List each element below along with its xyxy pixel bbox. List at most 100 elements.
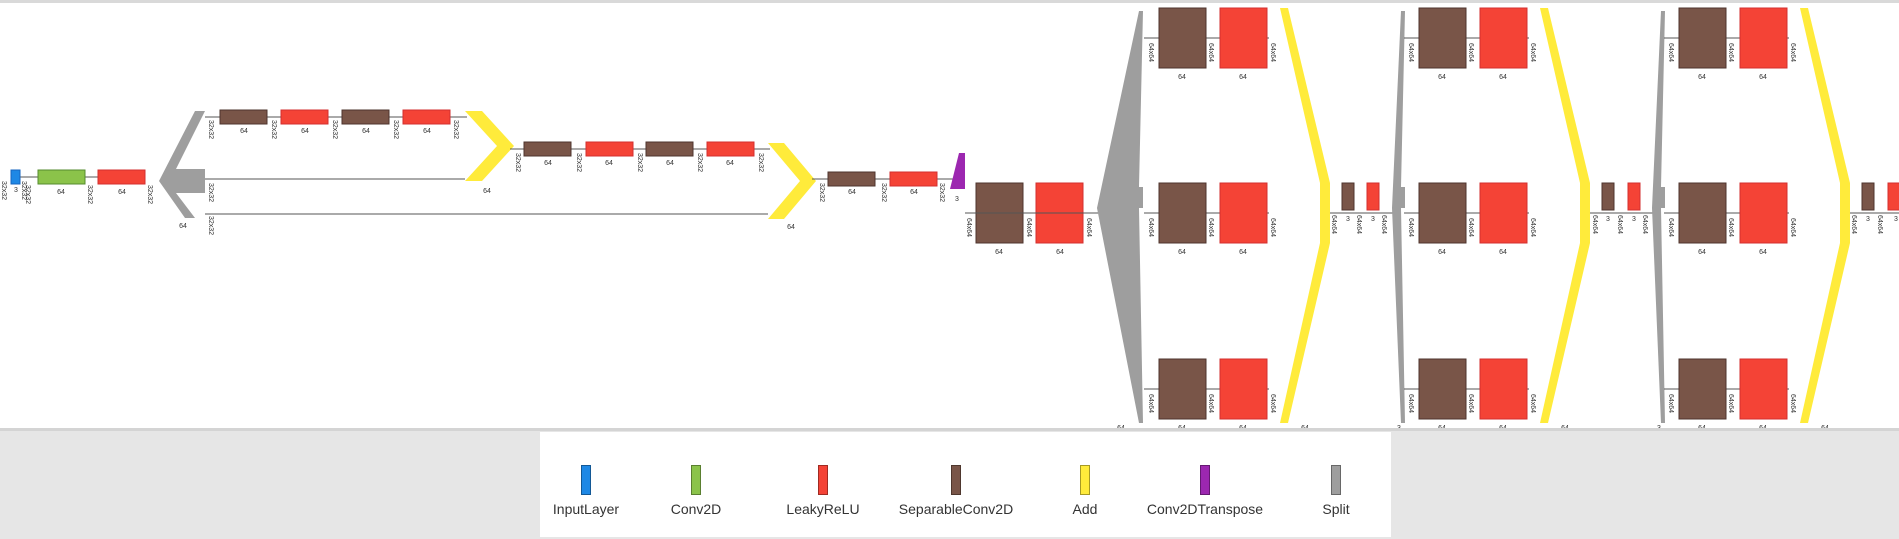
shape-label: 64x64: [1616, 215, 1623, 234]
conv2d-layer-block: [37, 169, 86, 185]
shape-label: 64x64: [1529, 394, 1536, 413]
shape-label: 32x32: [392, 120, 399, 139]
layer-label: 64: [1178, 249, 1186, 256]
legend-item-add: Add: [1025, 465, 1145, 517]
layer-label: 64: [1438, 74, 1446, 81]
layer-label: 64: [1698, 74, 1706, 81]
layer-label: 64: [1301, 425, 1309, 428]
layer-label: 64: [666, 160, 674, 167]
split-layer-block: [1652, 11, 1665, 423]
leakyrelu-layer-block: [1887, 182, 1899, 211]
legend-label: Split: [1322, 501, 1350, 517]
layer-label: 64: [910, 189, 918, 196]
shape-label: 32x32: [0, 181, 7, 200]
legend-item-split: Split: [1276, 465, 1396, 517]
separableconv2d-layer-block: [219, 109, 268, 125]
leakyrelu-layer-block: [1219, 182, 1268, 244]
shape-label: 64x64: [1529, 43, 1536, 62]
shape-label: 32x32: [938, 183, 945, 202]
layer-label: 64: [1759, 425, 1767, 428]
add-layer-block: [465, 111, 514, 181]
shape-label: 64x64: [1269, 394, 1276, 413]
layer-label: 64: [1178, 425, 1186, 428]
shape-label: 64x64: [1407, 394, 1414, 413]
diagram-canvas[interactable]: 32x32 32x32 3 32x32 32x32 64 32x32 64 32x32 32x32…: [0, 3, 1899, 431]
shape-label: 64x64: [1147, 43, 1154, 62]
layer-label: 64: [423, 128, 431, 135]
shape-label: 32x32: [331, 120, 338, 139]
layer-label: 64: [240, 128, 248, 135]
shape-label: 64x64: [1850, 215, 1857, 234]
layer-label: 64: [544, 160, 552, 167]
layer-label: 3: [14, 187, 18, 194]
legend-item-conv2dtranspose: Conv2DTranspose: [1145, 465, 1265, 517]
layer-label: 64: [1499, 74, 1507, 81]
leakyrelu-layer-block: [1627, 182, 1641, 211]
shape-label: 32x32: [696, 153, 703, 172]
shape-label: 64x64: [1591, 215, 1598, 234]
separableconv2d-layer-block: [1341, 182, 1355, 211]
separableconv2d-layer-block: [1601, 182, 1615, 211]
leakyrelu-layer-block: [1219, 7, 1268, 69]
legend-swatch-conv2d: [691, 465, 701, 495]
leakyrelu-layer-block: [1739, 182, 1788, 244]
layer-label: 64: [1759, 74, 1767, 81]
split-layer-block: [159, 111, 205, 218]
legend-swatch-inputlayer: [581, 465, 591, 495]
shape-label: 64x64: [1467, 394, 1474, 413]
shape-label: 64x64: [1727, 394, 1734, 413]
legend-swatch-conv2dtranspose: [1200, 465, 1210, 495]
layer-label: 3: [1371, 216, 1375, 223]
separableconv2d-layer-block: [1418, 358, 1467, 420]
layer-label: 64: [1056, 249, 1064, 256]
shape-label: 64x64: [1355, 215, 1362, 234]
layer-label: 64: [1698, 425, 1706, 428]
separableconv2d-layer-block: [341, 109, 390, 125]
legend-label: LeakyReLU: [786, 501, 860, 517]
layer-label: 64: [726, 160, 734, 167]
layer-label: 64: [301, 128, 309, 135]
layer-label: 64: [1239, 74, 1247, 81]
shape-label: 64x64: [1207, 218, 1214, 237]
layer-label: 64: [1821, 425, 1829, 428]
shape-label: 32x32: [818, 183, 825, 202]
shape-label: 64x64: [1085, 218, 1092, 237]
layer-label: 64: [787, 224, 795, 231]
layer-label: 64: [1759, 249, 1767, 256]
legend-swatch-add: [1080, 465, 1090, 495]
separableconv2d-layer-block: [523, 141, 572, 157]
layer-label: 3: [1657, 425, 1661, 428]
layer-label: 64: [118, 189, 126, 196]
shape-label: 64x64: [1380, 215, 1387, 234]
split-layer-block: [1097, 11, 1143, 423]
shape-label: 64x64: [1789, 218, 1796, 237]
top-border: [0, 0, 1899, 3]
shape-label: 32x32: [146, 185, 153, 204]
legend-swatch-split: [1331, 465, 1341, 495]
shape-label: 32x32: [452, 120, 459, 139]
layer-label: 3: [1606, 216, 1610, 223]
shape-label: 32x32: [24, 185, 31, 204]
leakyrelu-layer-block: [1479, 182, 1528, 244]
shape-label: 64x64: [1147, 218, 1154, 237]
separableconv2d-layer-block: [1418, 182, 1467, 244]
leakyrelu-layer-block: [1739, 358, 1788, 420]
legend-label: Conv2DTranspose: [1146, 501, 1264, 517]
separableconv2d-layer-block: [1158, 7, 1207, 69]
leakyrelu-layer-block: [1219, 358, 1268, 420]
separableconv2d-layer-block: [1678, 182, 1727, 244]
shape-label: 32x32: [514, 153, 521, 172]
model-architecture-diagram: 32x32 32x32 3 32x32 32x32 64 32x32 64 32x32 32x32…: [0, 7, 1899, 428]
conv2dtranspose-layer-block: [950, 153, 965, 189]
shape-label: 64x64: [1207, 394, 1214, 413]
layer-label: 64: [57, 189, 65, 196]
shape-label: 64x64: [1330, 215, 1337, 234]
shape-label: 32x32: [636, 153, 643, 172]
shape-label: 64x64: [1407, 43, 1414, 62]
layer-label: 64: [179, 223, 187, 230]
shape-label: 64x64: [1876, 215, 1883, 234]
shape-label: 64x64: [1529, 218, 1536, 237]
shape-label: 32x32: [757, 153, 764, 172]
separableconv2d-layer-block: [1418, 7, 1467, 69]
layer-label: 64: [848, 189, 856, 196]
